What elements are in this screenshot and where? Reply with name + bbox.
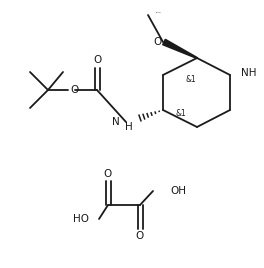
Text: O: O xyxy=(154,37,162,47)
Text: &1: &1 xyxy=(185,76,196,84)
Polygon shape xyxy=(163,39,197,58)
Text: O: O xyxy=(104,169,112,179)
Text: Methoxy: Methoxy xyxy=(156,11,162,13)
Text: O: O xyxy=(136,231,144,241)
Text: N: N xyxy=(112,117,120,127)
Text: NH: NH xyxy=(241,68,257,78)
Text: HO: HO xyxy=(73,214,89,224)
Text: OH: OH xyxy=(170,186,186,196)
Text: H: H xyxy=(125,122,133,132)
Text: &1: &1 xyxy=(175,110,186,118)
Text: O: O xyxy=(71,85,79,95)
Text: O: O xyxy=(93,55,101,65)
